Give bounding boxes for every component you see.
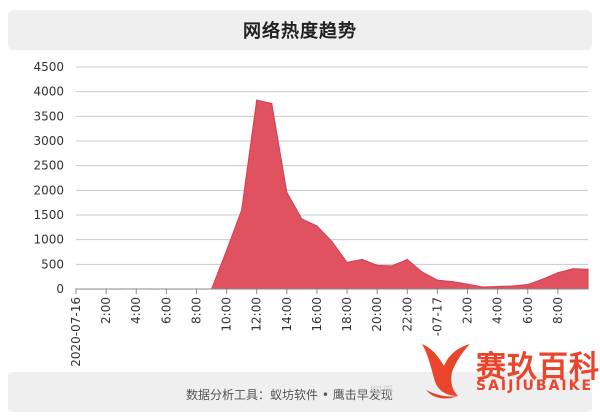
y-tick-label: 2500 — [33, 159, 64, 173]
x-tick-label: 2020-07-16 — [69, 297, 83, 367]
brand-name-cn: 赛玖百科 — [476, 350, 600, 385]
data-point — [421, 271, 423, 273]
data-point — [557, 272, 559, 274]
data-point — [587, 268, 589, 270]
x-tick-label: 6:00 — [159, 297, 173, 324]
data-point — [331, 241, 333, 243]
y-tick-label: 4000 — [33, 85, 64, 99]
y-tick-label: 3000 — [33, 134, 64, 148]
x-tick-label: 4:00 — [129, 297, 143, 324]
x-tick-label: 22:00 — [400, 297, 414, 332]
x-tick-label: 16:00 — [310, 297, 324, 332]
data-point — [572, 268, 574, 270]
area-chart: 0 500 1000 1500 2000 2500 3000 3500 4000 4500 2020… — [33, 60, 589, 367]
x-tick-label: 2:00 — [461, 297, 475, 324]
data-point — [436, 279, 439, 281]
data-point — [361, 258, 363, 260]
x-tick-label: 2:00 — [99, 297, 113, 324]
brand-logo: 赛玖百科 SAIJIUBAIKE — [418, 338, 599, 402]
data-point — [497, 285, 499, 288]
y-tick-label: 4500 — [33, 60, 64, 74]
y-tick-label: 0 — [56, 282, 64, 296]
x-tick-label: -07-17 — [430, 297, 444, 336]
data-point — [481, 286, 484, 288]
data-point — [241, 209, 243, 211]
footer-source-text: 数据分析工具：蚁坊软件 • 鹰击早发现 — [186, 388, 393, 402]
y-tick-label: 2000 — [33, 183, 64, 197]
watermark-text: 知乎 — [370, 384, 395, 398]
x-tick-label: 20:00 — [370, 297, 384, 332]
data-point — [256, 99, 258, 101]
x-tick-label: 4:00 — [491, 297, 505, 324]
y-tick-label: 1500 — [33, 208, 64, 222]
data-point — [225, 249, 228, 252]
y-tick-label: 3500 — [33, 109, 64, 123]
data-point — [286, 191, 288, 193]
data-point — [466, 283, 469, 285]
brand-name-en: SAIJIUBAIKE — [476, 378, 594, 394]
data-point — [542, 278, 544, 280]
x-tick-label: 12:00 — [250, 297, 264, 332]
y-tick-label: 500 — [41, 257, 64, 271]
data-point — [346, 261, 348, 263]
data-point — [301, 218, 303, 220]
data-point — [451, 281, 454, 283]
chart-title: 网络热度趋势 — [243, 21, 357, 42]
whale-tail-icon — [422, 344, 470, 399]
x-tick-label: 18:00 — [340, 297, 354, 332]
footer: 数据分析工具：蚁坊软件 • 鹰击早发现 — [0, 372, 600, 412]
data-point — [376, 264, 378, 266]
x-tick-label: 14:00 — [280, 297, 294, 332]
footer-box — [8, 372, 592, 412]
data-point — [391, 265, 393, 267]
x-tick-label: 6:00 — [521, 297, 535, 324]
y-tick-label: 1000 — [33, 233, 64, 247]
chart-title-bar: 网络热度趋势 — [8, 10, 592, 50]
series-area — [76, 99, 589, 290]
data-point — [271, 102, 273, 105]
x-tick-label: 8:00 — [189, 297, 203, 324]
data-point — [316, 225, 318, 227]
data-point — [512, 285, 514, 287]
x-tick-label: 8:00 — [551, 297, 565, 324]
data-point — [527, 283, 529, 286]
data-point — [406, 258, 408, 260]
x-tick-label: 10:00 — [220, 297, 234, 332]
